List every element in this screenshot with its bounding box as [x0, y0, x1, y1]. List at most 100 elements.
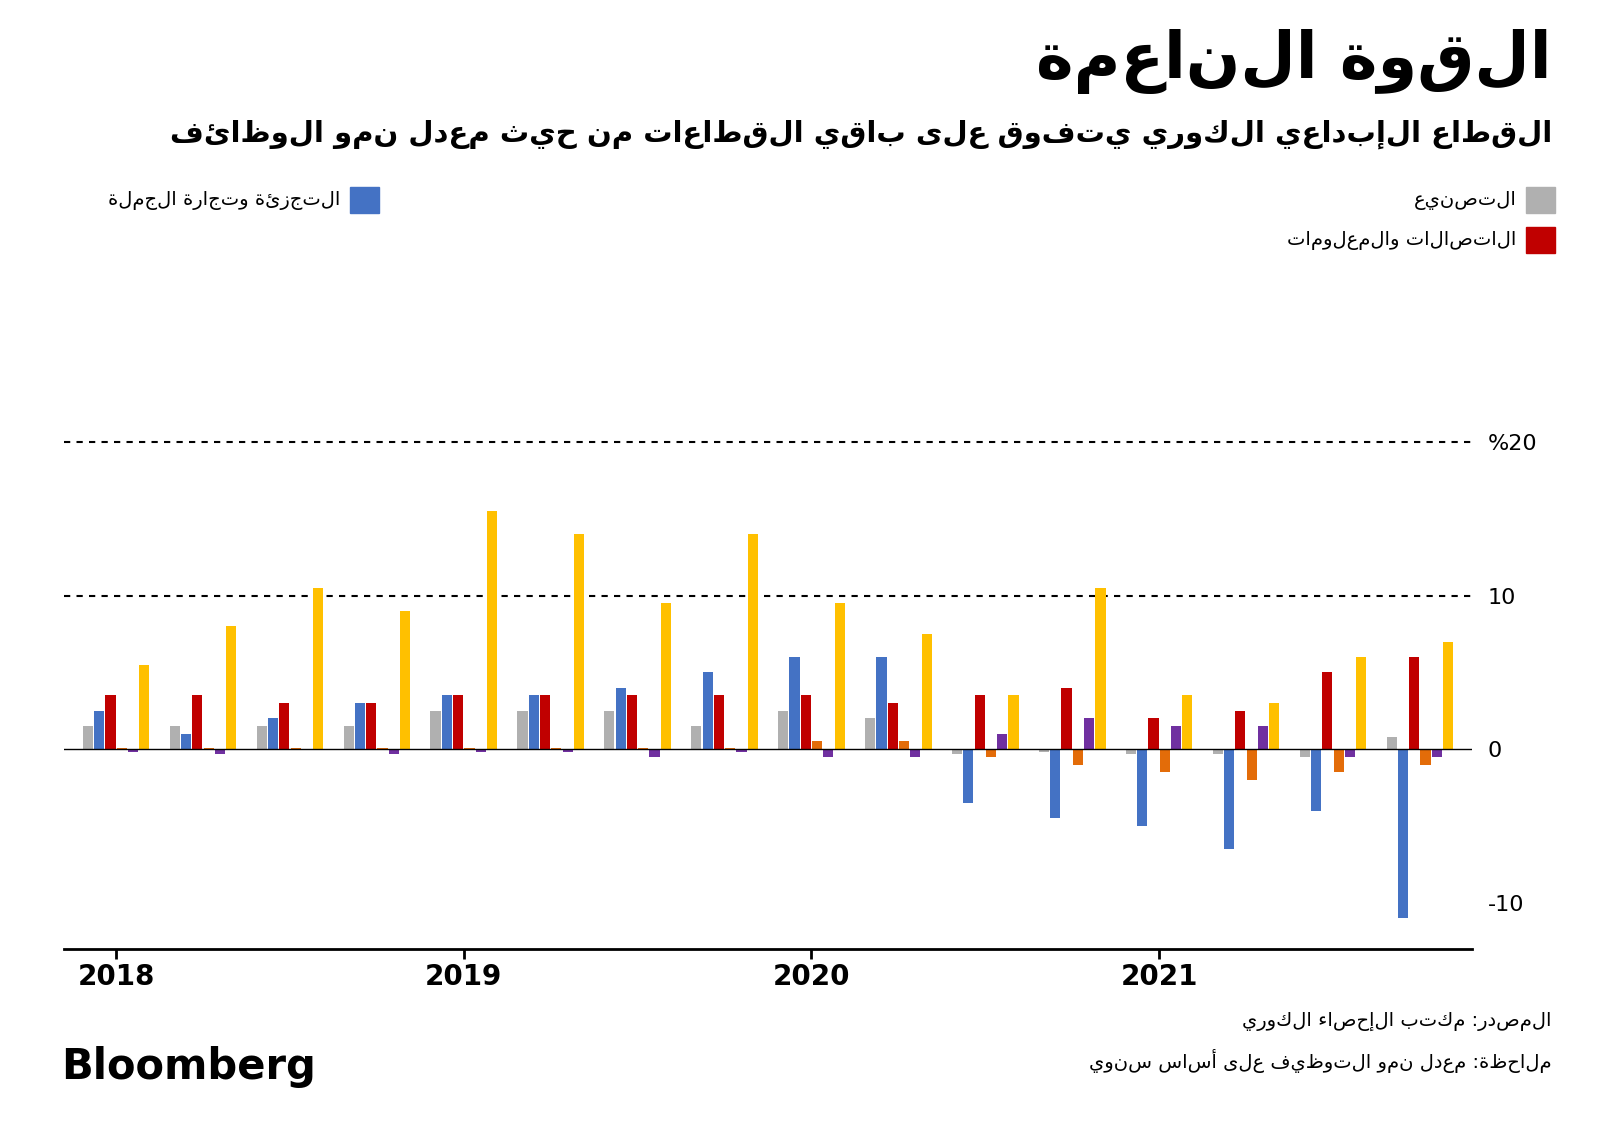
Text: يروكلا ءاصحإلا بتكم :ردصملا: يروكلا ءاصحإلا بتكم :ردصملا	[1243, 1012, 1552, 1031]
Text: يونس ساسأ ىلع فيظوتلا ومن لدعم :ةظحالم: يونس ساسأ ىلع فيظوتلا ومن لدعم :ةظحالم	[1090, 1049, 1552, 1073]
Bar	[835, 604, 845, 749]
Bar	[517, 711, 528, 749]
Bar	[1443, 641, 1453, 749]
Bar	[1310, 749, 1322, 810]
Bar	[192, 695, 203, 749]
Bar	[400, 612, 410, 749]
Bar	[1085, 719, 1094, 749]
Bar	[627, 695, 637, 749]
Bar	[552, 748, 562, 749]
Bar	[616, 688, 626, 749]
Bar	[574, 534, 584, 749]
Bar	[117, 748, 126, 749]
Bar	[747, 534, 758, 749]
Text: فئاظولا ومن لدعم ثيح نم تاعاطقلا يقاب ىلع قوفتي يروكلا يعادبإلا عاطقلا: فئاظولا ومن لدعم ثيح نم تاعاطقلا يقاب ىل…	[170, 120, 1552, 150]
Bar	[691, 726, 701, 749]
Bar	[877, 657, 886, 749]
Bar	[824, 749, 834, 757]
Bar	[986, 749, 997, 757]
Bar	[464, 748, 475, 749]
Bar	[314, 588, 323, 749]
Bar	[638, 748, 648, 749]
Bar	[1235, 711, 1245, 749]
Bar	[280, 703, 290, 749]
Bar	[650, 749, 659, 757]
Bar	[702, 672, 712, 749]
Bar	[486, 511, 498, 749]
Text: عينصتلا: عينصتلا	[1414, 191, 1517, 209]
Bar	[1149, 719, 1158, 749]
Bar	[725, 748, 736, 749]
Bar	[106, 695, 115, 749]
Bar	[661, 604, 670, 749]
Bar	[866, 719, 875, 749]
Bar	[1138, 749, 1147, 826]
Bar	[910, 749, 920, 757]
Bar	[563, 749, 573, 752]
Bar	[1387, 737, 1397, 749]
Bar	[605, 711, 614, 749]
Bar	[203, 748, 214, 749]
Bar	[430, 711, 440, 749]
Bar	[1246, 749, 1256, 780]
Bar	[1072, 749, 1083, 765]
Bar	[291, 748, 301, 749]
Bar	[813, 742, 822, 749]
Bar	[1038, 749, 1050, 752]
Bar	[128, 749, 138, 752]
Bar	[714, 695, 723, 749]
Bar	[1333, 749, 1344, 773]
Bar	[389, 749, 398, 753]
Bar	[1410, 657, 1419, 749]
Bar	[800, 695, 811, 749]
Text: Bloomberg: Bloomberg	[61, 1046, 315, 1088]
Bar	[789, 657, 800, 749]
Bar	[226, 626, 237, 749]
Bar	[997, 734, 1008, 749]
Bar	[1322, 672, 1333, 749]
Text: تامولعملاو تالاصتالا: تامولعملاو تالاصتالا	[1288, 231, 1517, 249]
Bar	[267, 719, 278, 749]
Bar	[139, 665, 149, 749]
Bar	[539, 695, 550, 749]
Bar	[442, 695, 451, 749]
Text: ةمعانلا ةوقلا: ةمعانلا ةوقلا	[1037, 29, 1552, 94]
Bar	[355, 703, 365, 749]
Text: ةلمجلا ةراجتو ةئزجتلا: ةلمجلا ةراجتو ةئزجتلا	[109, 191, 341, 209]
Bar	[256, 726, 267, 749]
Bar	[778, 711, 789, 749]
Bar	[344, 726, 354, 749]
Bar	[1258, 726, 1269, 749]
Bar	[528, 695, 539, 749]
Bar	[1160, 749, 1170, 773]
Bar	[1432, 749, 1442, 757]
Bar	[974, 695, 984, 749]
Bar	[1421, 749, 1430, 765]
Bar	[83, 726, 93, 749]
Bar	[170, 726, 179, 749]
Bar	[899, 742, 909, 749]
Bar	[1050, 749, 1061, 818]
Bar	[475, 749, 486, 752]
Bar	[1398, 749, 1408, 918]
Bar	[1213, 749, 1222, 753]
Bar	[1224, 749, 1234, 849]
Bar	[1357, 657, 1366, 749]
Bar	[1126, 749, 1136, 753]
Bar	[181, 734, 190, 749]
Bar	[736, 749, 747, 752]
Bar	[214, 749, 226, 753]
Bar	[922, 634, 931, 749]
Bar	[366, 703, 376, 749]
Bar	[453, 695, 464, 749]
Bar	[1299, 749, 1310, 757]
Bar	[963, 749, 973, 802]
Bar	[888, 703, 898, 749]
Bar	[1171, 726, 1181, 749]
Bar	[378, 748, 387, 749]
Bar	[1096, 588, 1106, 749]
Bar	[952, 749, 962, 753]
Bar	[1008, 695, 1019, 749]
Bar	[1061, 688, 1072, 749]
Bar	[1346, 749, 1355, 757]
